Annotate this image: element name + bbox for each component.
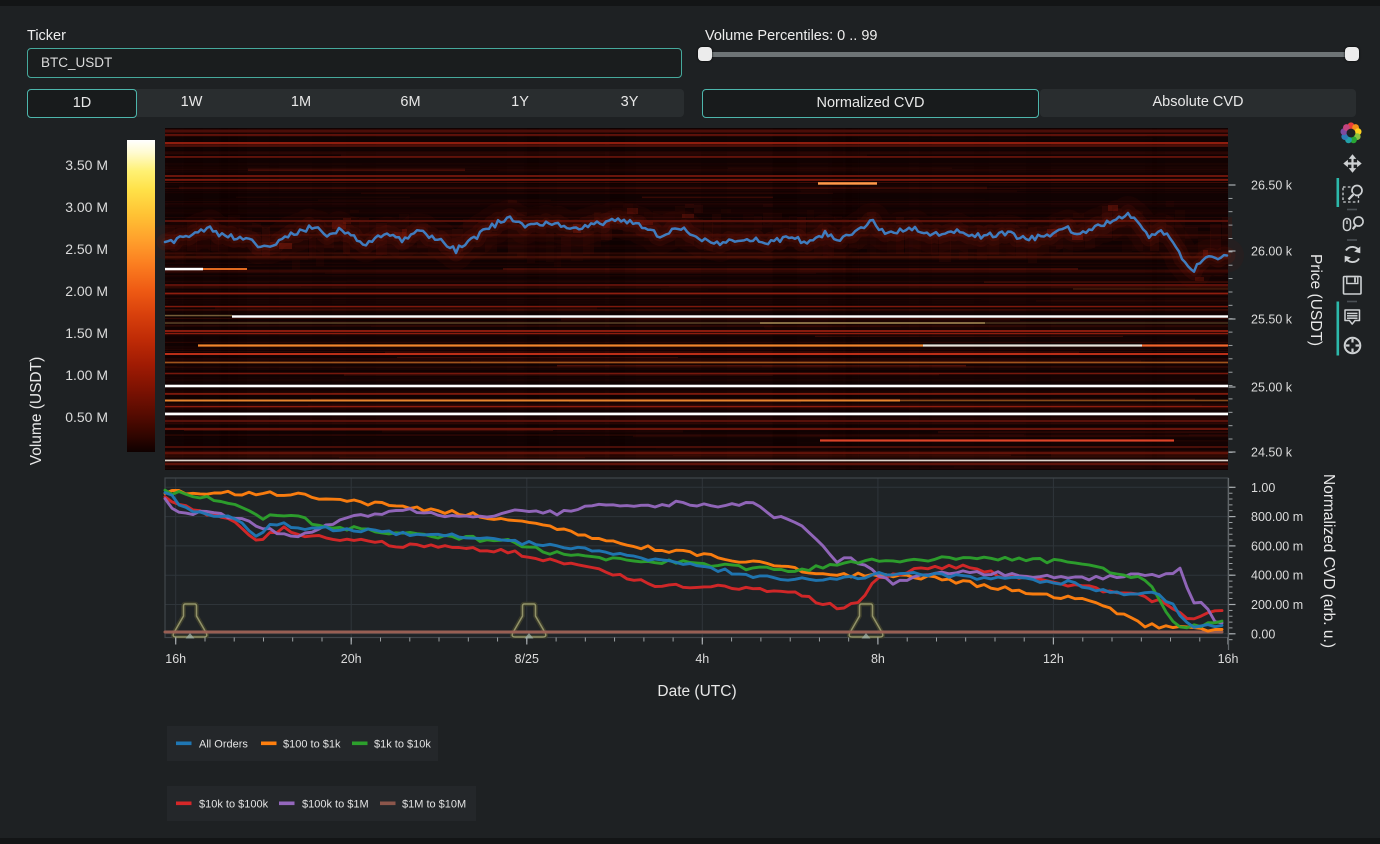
svg-text:$100k to $1M: $100k to $1M [302, 799, 369, 811]
svg-text:3.50 M: 3.50 M [65, 157, 108, 173]
svg-text:800.00 m: 800.00 m [1251, 510, 1303, 524]
svg-text:26.50 k: 26.50 k [1251, 179, 1293, 193]
svg-text:All Orders: All Orders [199, 739, 248, 751]
svg-text:600.00 m: 600.00 m [1251, 539, 1303, 553]
svg-text:2.00 M: 2.00 M [65, 283, 108, 299]
svg-text:3.00 M: 3.00 M [65, 199, 108, 215]
svg-text:4h: 4h [695, 652, 709, 666]
svg-text:8h: 8h [871, 652, 885, 666]
svg-text:$1M to $10M: $1M to $10M [402, 799, 466, 811]
svg-text:$100 to $1k: $100 to $1k [283, 739, 341, 751]
svg-text:2.50 M: 2.50 M [65, 241, 108, 257]
svg-text:12h: 12h [1043, 652, 1064, 666]
svg-text:Price (USDT): Price (USDT) [1307, 254, 1324, 346]
svg-text:16h: 16h [165, 652, 186, 666]
svg-text:24.50 k: 24.50 k [1251, 446, 1293, 460]
svg-text:1.50 M: 1.50 M [65, 325, 108, 341]
svg-text:20h: 20h [341, 652, 362, 666]
svg-text:Volume (USDT): Volume (USDT) [28, 357, 45, 466]
svg-text:400.00 m: 400.00 m [1251, 569, 1303, 583]
svg-text:0.50 M: 0.50 M [65, 409, 108, 425]
svg-text:1.00 M: 1.00 M [65, 367, 108, 383]
svg-text:$10k to $100k: $10k to $100k [199, 799, 269, 811]
svg-text:$1k to $10k: $1k to $10k [374, 739, 431, 751]
svg-text:Normalized CVD (arb. u.): Normalized CVD (arb. u.) [1320, 474, 1337, 648]
svg-text:8/25: 8/25 [515, 652, 539, 666]
svg-text:25.50 k: 25.50 k [1251, 313, 1293, 327]
svg-text:Date (UTC): Date (UTC) [657, 683, 736, 700]
svg-text:1.00: 1.00 [1251, 481, 1275, 495]
svg-text:200.00 m: 200.00 m [1251, 598, 1303, 612]
svg-text:16h: 16h [1218, 652, 1239, 666]
svg-text:26.00 k: 26.00 k [1251, 245, 1293, 259]
svg-text:25.00 k: 25.00 k [1251, 381, 1293, 395]
svg-text:0.00: 0.00 [1251, 627, 1275, 641]
